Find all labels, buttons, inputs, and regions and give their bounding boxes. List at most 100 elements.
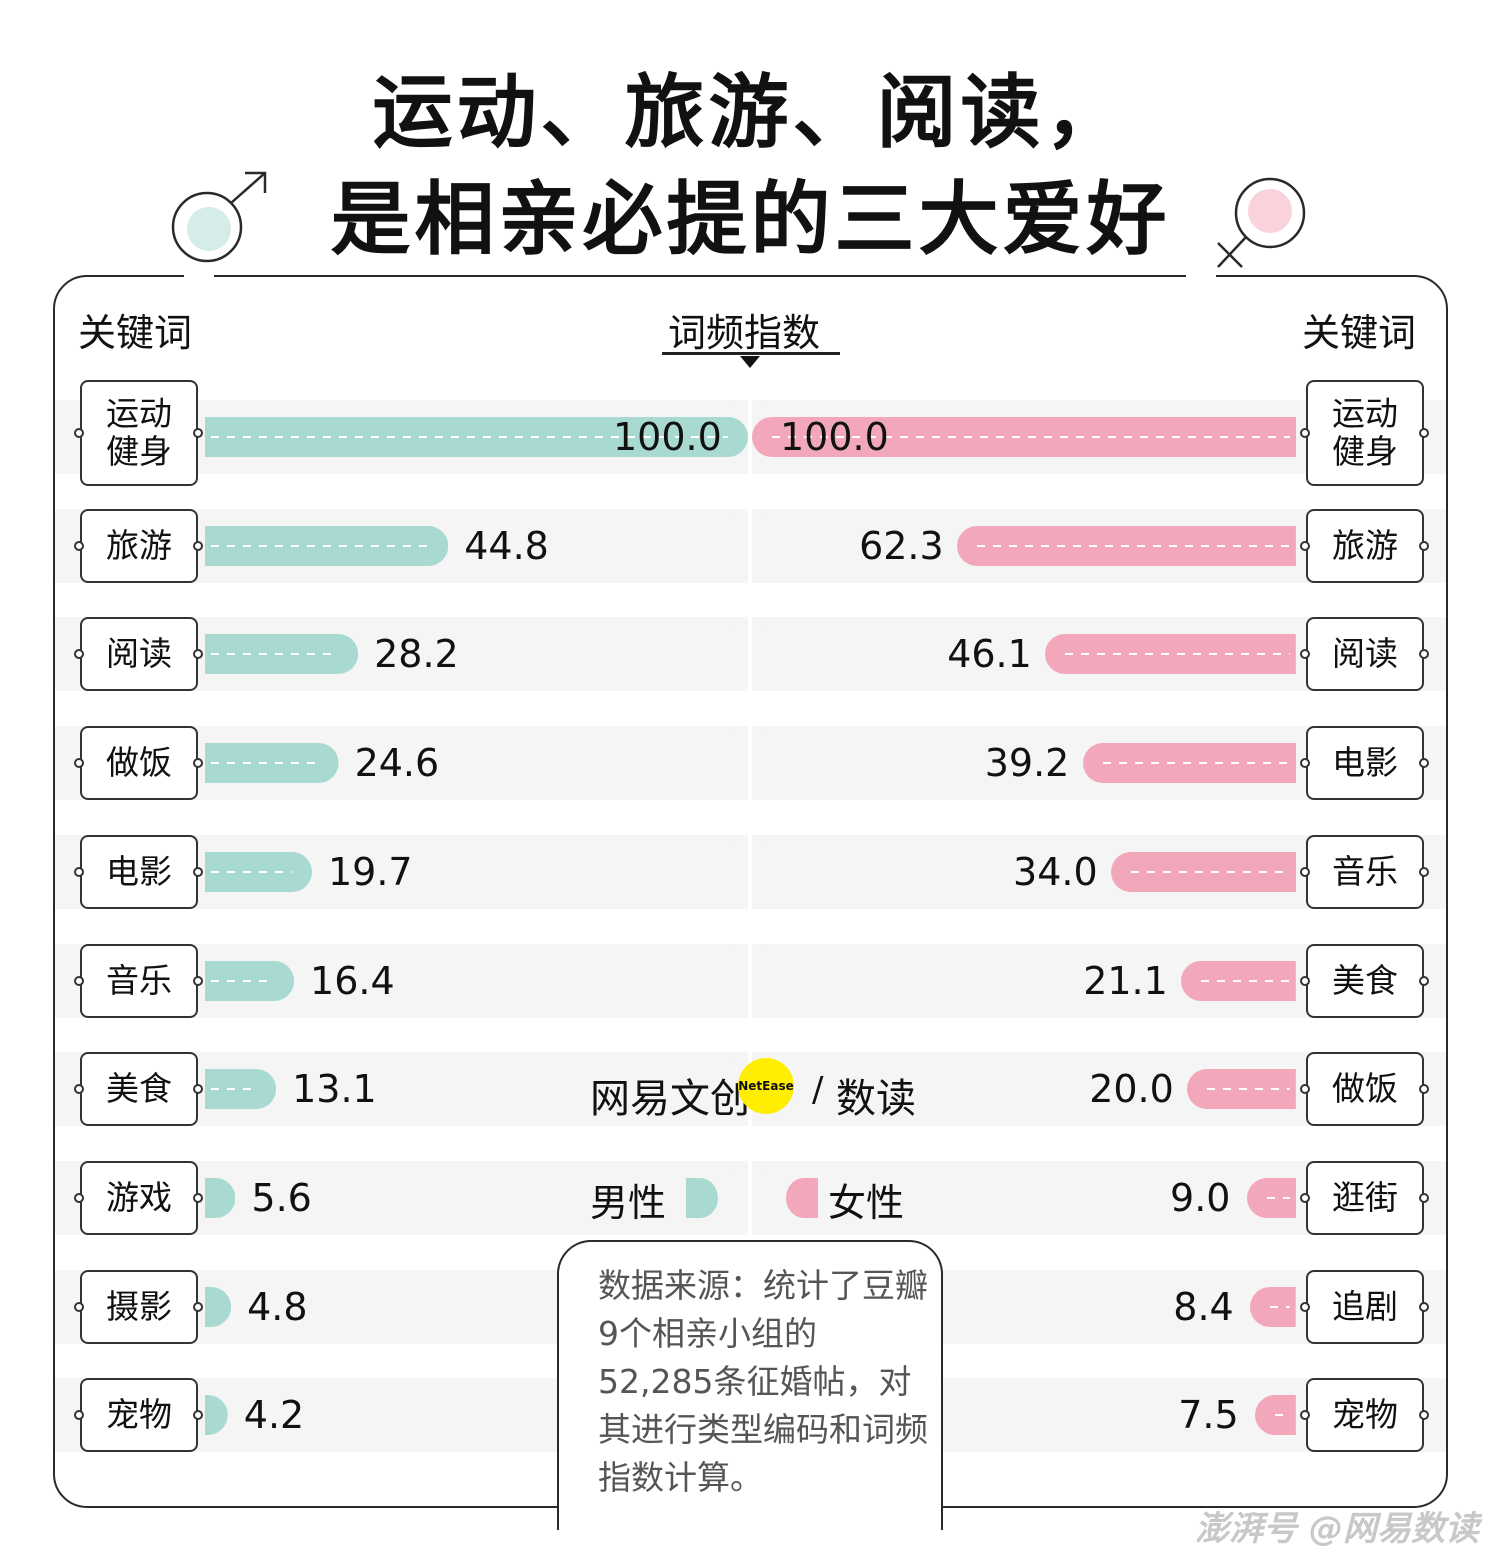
left-keyword-header: 关键词 [78, 311, 193, 355]
male-bar-8 [205, 1286, 231, 1327]
female-value-5: 21.1 [1083, 958, 1168, 1003]
male-value-2: 28.2 [374, 632, 459, 677]
female-keyword-label-9: 宠物 [1306, 1378, 1424, 1453]
male-value-3: 24.6 [354, 741, 440, 786]
male-label-dot-left-6 [74, 1084, 84, 1095]
legend-female-swatch [786, 1178, 818, 1218]
female-label-dot-right-3 [1419, 758, 1429, 769]
female-bar-5 [1181, 960, 1296, 1001]
male-label-dot-left-3 [74, 758, 84, 769]
male-keyword-label-8: 摄影 [80, 1269, 198, 1344]
female-label-dot-right-0 [1419, 428, 1429, 438]
female-bar-2 [1045, 634, 1296, 675]
male-keyword-label-9: 宠物 [80, 1378, 198, 1453]
row-gap-1 [748, 508, 752, 583]
female-bar-8 [1250, 1286, 1296, 1327]
female-keyword-label-1: 旅游 [1306, 508, 1424, 583]
male-value-5: 16.4 [310, 958, 395, 1003]
male-bar-3 [205, 743, 339, 784]
male-bar-7 [205, 1177, 236, 1218]
female-bar-1 [957, 525, 1296, 566]
female-keyword-label-6: 做饭 [1306, 1052, 1424, 1127]
female-symbol-icon [1217, 177, 1306, 268]
male-value-0: 100.0 [613, 415, 722, 459]
female-label-dot-right-8 [1419, 1301, 1429, 1312]
male-keyword-label-4: 电影 [80, 834, 198, 909]
female-bar-0 [752, 417, 1296, 457]
female-value-8: 8.4 [1173, 1284, 1234, 1329]
male-label-dot-left-5 [74, 975, 84, 986]
female-label-dot-right-5 [1419, 975, 1429, 986]
watermark: 澎湃号 @网易数读 [1195, 1509, 1479, 1549]
male-value-7: 5.6 [251, 1175, 312, 1220]
row-track-left-5 [205, 943, 750, 1018]
female-keyword-label-3: 电影 [1306, 726, 1424, 801]
row-track-left-6 [205, 1052, 750, 1127]
female-bar-9 [1255, 1395, 1296, 1436]
male-bar-0 [205, 417, 748, 457]
brand-sub: 数读 [836, 1076, 916, 1122]
female-bar-4 [1111, 851, 1296, 892]
female-value-3: 39.2 [984, 741, 1070, 786]
male-label-dot-left-0 [74, 428, 84, 438]
female-label-dot-right-2 [1419, 649, 1429, 660]
female-label-dot-left-1 [1300, 540, 1310, 551]
male-value-6: 13.1 [292, 1067, 377, 1112]
male-label-dot-right-7 [193, 1192, 203, 1203]
row-gap-2 [748, 617, 752, 692]
male-label-dot-right-0 [193, 428, 203, 438]
female-label-dot-left-5 [1300, 975, 1310, 986]
legend-male-swatch [686, 1178, 718, 1218]
female-label-dot-left-3 [1300, 758, 1310, 769]
male-label-dot-left-2 [74, 649, 84, 660]
male-label-dot-left-7 [74, 1192, 84, 1203]
value-header: 词频指数 [668, 311, 821, 355]
row-gap-0 [748, 400, 752, 474]
value-header-underline [662, 352, 840, 355]
male-keyword-label-1: 旅游 [80, 508, 198, 583]
male-keyword-label-2: 阅读 [80, 617, 198, 692]
male-bar-9 [205, 1395, 228, 1436]
male-bar-4 [205, 851, 312, 892]
female-keyword-label-7: 逛街 [1306, 1160, 1424, 1235]
male-label-dot-right-8 [193, 1301, 203, 1312]
male-keyword-label-0: 运动 健身 [80, 380, 198, 486]
right-keyword-header: 关键词 [1302, 311, 1417, 355]
female-label-dot-right-9 [1419, 1410, 1429, 1421]
female-keyword-label-2: 阅读 [1306, 617, 1424, 692]
female-keyword-label-4: 音乐 [1306, 834, 1424, 909]
male-label-dot-left-8 [74, 1301, 84, 1312]
netease-badge: NetEase [738, 1058, 794, 1114]
male-value-8: 4.8 [247, 1284, 308, 1329]
male-label-dot-left-9 [74, 1410, 84, 1421]
female-label-dot-left-2 [1300, 649, 1310, 660]
legend-male-label: 男性 [590, 1181, 667, 1225]
male-label-dot-right-4 [193, 866, 203, 877]
female-label-dot-left-9 [1300, 1410, 1310, 1421]
male-label-dot-left-1 [74, 540, 84, 551]
brand-slash: / [812, 1070, 824, 1110]
female-keyword-label-5: 美食 [1306, 943, 1424, 1018]
female-label-dot-left-7 [1300, 1192, 1310, 1203]
male-bar-1 [205, 525, 449, 566]
title-line-2: 是相亲必提的三大爱好 [330, 173, 1171, 266]
female-label-dot-right-1 [1419, 540, 1429, 551]
male-label-dot-right-1 [193, 540, 203, 551]
male-value-4: 19.7 [327, 849, 413, 894]
source-note: 数据来源：统计了豆瓣9个相亲小组的52,285条征婚帖，对其进行类型编码和词频指… [598, 1266, 928, 1497]
row-gap-5 [748, 943, 752, 1018]
brand-name: 网易文创 [590, 1076, 750, 1122]
male-label-dot-right-2 [193, 649, 203, 660]
source-note-box [557, 1240, 943, 1530]
female-label-dot-right-7 [1419, 1192, 1429, 1203]
female-value-6: 20.0 [1089, 1067, 1174, 1112]
row-track-right-7 [752, 1160, 1296, 1235]
female-value-1: 62.3 [859, 523, 944, 568]
row-gap-4 [748, 834, 752, 909]
male-value-1: 44.8 [464, 523, 549, 568]
male-symbol-icon [171, 171, 267, 263]
male-keyword-label-6: 美食 [80, 1052, 198, 1127]
female-keyword-label-8: 追剧 [1306, 1269, 1424, 1344]
female-bar-6 [1187, 1069, 1296, 1110]
